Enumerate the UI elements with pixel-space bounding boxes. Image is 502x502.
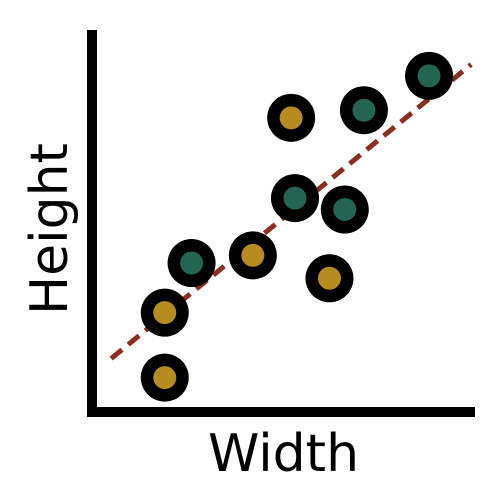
data-point	[270, 174, 319, 223]
data-point-fill	[180, 251, 204, 275]
data-point-fill	[279, 106, 303, 130]
data-point	[140, 288, 189, 337]
data-point	[305, 254, 354, 303]
data-point-fill	[153, 366, 177, 390]
data-point	[267, 93, 316, 142]
data-point	[320, 185, 369, 234]
data-point-fill	[333, 198, 357, 222]
data-point-fill	[317, 266, 341, 290]
points-layer	[140, 51, 454, 402]
data-point-fill	[417, 64, 441, 88]
data-point	[405, 51, 454, 100]
data-point	[228, 231, 277, 280]
data-point	[339, 86, 388, 135]
data-point-fill	[283, 186, 307, 210]
data-point-fill	[241, 243, 265, 267]
x-axis-title: Width	[208, 424, 359, 484]
y-axis-title: Height	[20, 143, 80, 315]
data-point	[140, 353, 189, 402]
data-point	[167, 239, 216, 288]
data-point-fill	[153, 301, 177, 325]
data-point-fill	[352, 98, 376, 122]
